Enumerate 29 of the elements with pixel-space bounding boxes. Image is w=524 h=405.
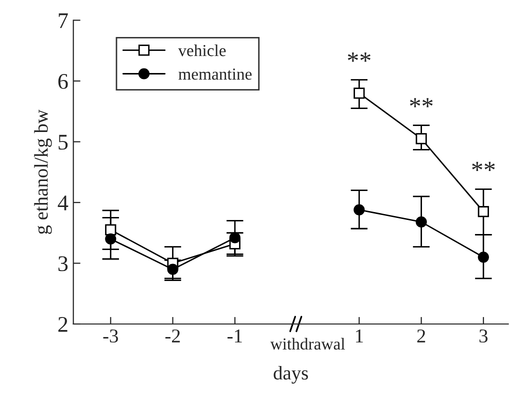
x-tick-label: 1 [356, 330, 363, 342]
point [416, 216, 427, 228]
x-tick-label: 2 [417, 329, 426, 342]
point [354, 88, 365, 99]
point [478, 252, 489, 263]
y-tick-label: 6 [58, 74, 68, 89]
y-axis-title: g ethanol/kg bw [34, 110, 52, 234]
point [416, 133, 427, 144]
point [229, 232, 240, 244]
y-tick-label: 4 [58, 196, 68, 210]
point [105, 233, 116, 245]
point [354, 204, 365, 216]
legend-label: vehicle [178, 44, 226, 56]
y-tick-label: 3 [58, 256, 68, 272]
x-axis-title: days [274, 366, 308, 384]
point [478, 206, 489, 218]
text: withdrawal [270, 338, 345, 350]
annotation: ** [472, 162, 495, 172]
y-tick-label: 2 [58, 316, 68, 332]
x-tick-label: -1 [228, 330, 242, 342]
x-tick-label: -2 [165, 329, 180, 342]
annotation: ** [410, 98, 433, 108]
legend-label: memantine [178, 68, 252, 80]
y-tick-label: 5 [58, 134, 68, 150]
x-tick-label: 3 [479, 329, 488, 343]
annotation: ** [348, 52, 370, 62]
point [167, 264, 178, 275]
x-tick-label: -3 [103, 329, 118, 343]
y-tick-label: 7 [58, 13, 68, 28]
